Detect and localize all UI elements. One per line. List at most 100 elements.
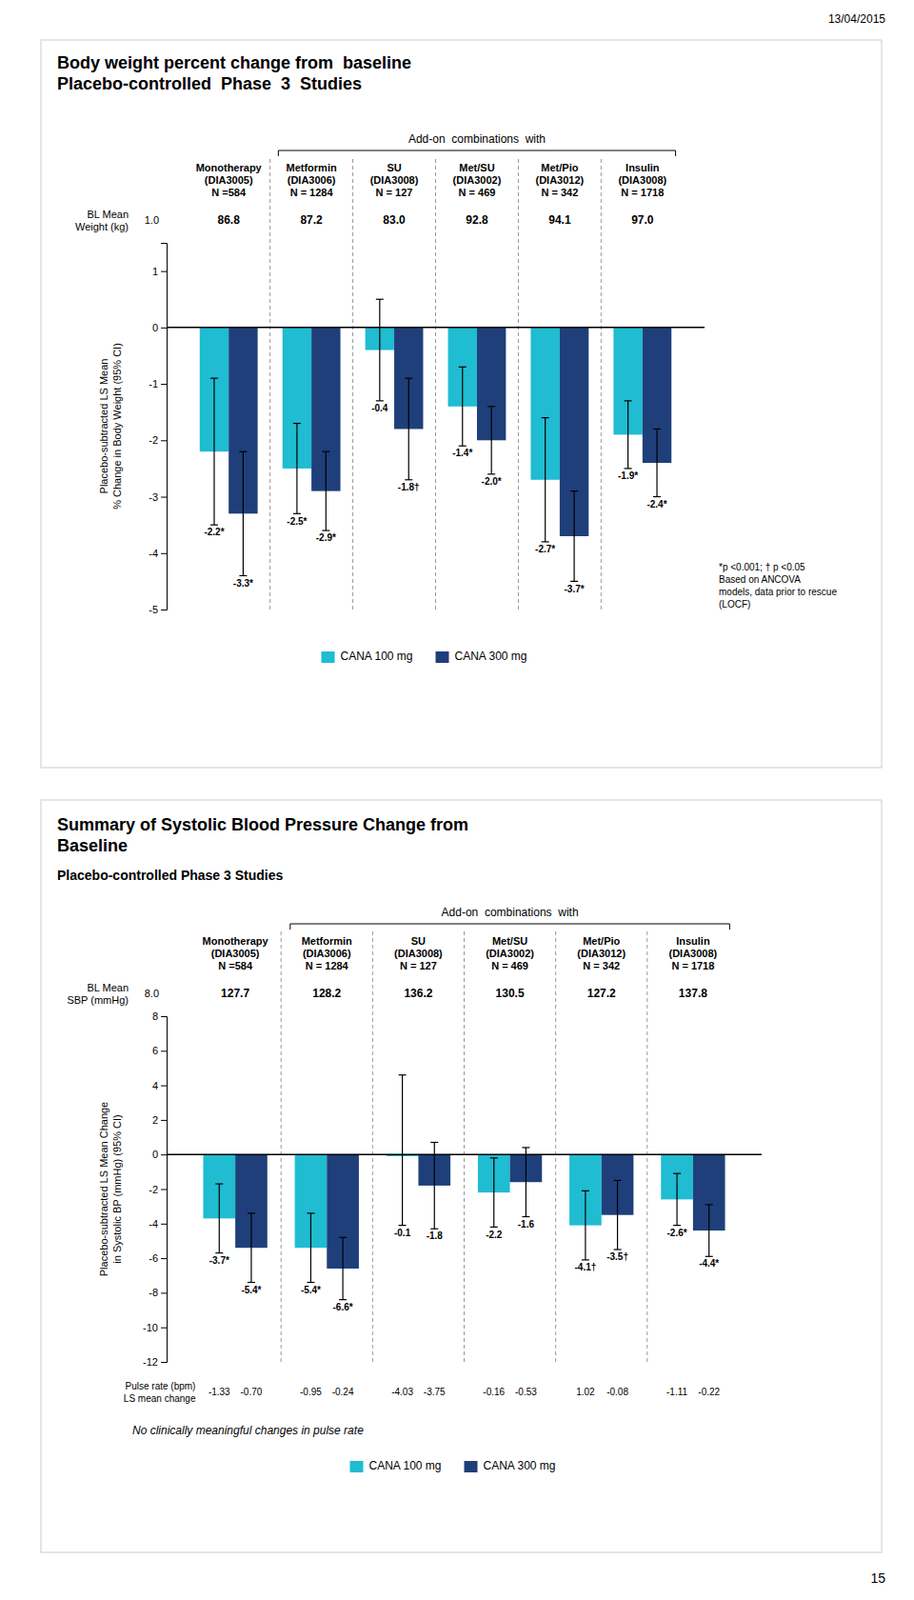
error-bar-cap xyxy=(238,451,247,453)
page-date: 13/04/2015 xyxy=(828,12,886,26)
error-bar-cap xyxy=(293,422,301,424)
pulse-value: -0.70 xyxy=(240,1386,263,1397)
error-bar-cap xyxy=(238,575,247,577)
baseline-value: 127.7 xyxy=(220,986,250,1000)
pulse-value-line: -0.95 xyxy=(299,1386,322,1397)
pulse-value-line: 1.02 xyxy=(576,1386,596,1397)
zero-line xyxy=(166,326,705,329)
group-separator xyxy=(352,157,354,610)
legend-swatch xyxy=(436,651,450,663)
bracket xyxy=(290,923,731,930)
error-bar-cap xyxy=(490,1226,498,1228)
y-tick-mark xyxy=(160,1361,167,1363)
error-bar-cap xyxy=(581,1190,590,1192)
pulse-value: -0.53 xyxy=(515,1386,537,1397)
error-bar xyxy=(705,1204,714,1256)
y-tick-mark xyxy=(160,1291,167,1293)
category-label: Metformin(DIA3006)N = 1284 xyxy=(286,161,338,199)
error-bar-cap xyxy=(570,490,578,492)
pulse-value: 1.02 xyxy=(576,1386,596,1397)
y-tick-mark xyxy=(160,609,167,611)
y-tick-label: 8 xyxy=(152,1010,159,1022)
plot-marks xyxy=(199,298,672,581)
y-axis: 86420-2-4-6-8-10-12 xyxy=(142,1010,167,1368)
error-bar xyxy=(624,400,633,469)
baseline-value-line: 130.5 xyxy=(496,986,525,1000)
error-bar xyxy=(490,1157,498,1228)
legend: CANA 100 mg CANA 300 mg xyxy=(350,1458,557,1472)
pulse-value-line: -0.22 xyxy=(697,1386,720,1397)
legend-label: CANA 300 mg xyxy=(483,1458,557,1472)
y-tick-label: -3 xyxy=(148,491,159,503)
baseline-value-line: 128.2 xyxy=(312,986,341,1000)
baseline-label-line: BL Mean xyxy=(86,207,129,219)
error-bar-cap xyxy=(521,1215,530,1217)
category-label: Met/Pio(DIA3012)N = 342 xyxy=(536,161,585,199)
legend-item: CANA 100 mg xyxy=(350,1458,442,1472)
category-label: Monotherapy(DIA3005)N =584 xyxy=(196,161,263,199)
error-bar-cap xyxy=(210,377,219,379)
data-label: -2.7* xyxy=(535,543,556,555)
legend-swatch xyxy=(464,1460,478,1472)
group-separator xyxy=(463,930,465,1362)
pulse-value: -4.03 xyxy=(391,1386,414,1397)
baseline-value: 128.2 xyxy=(312,986,341,1000)
page: Body weight percent change from baseline… xyxy=(0,0,914,1600)
category-label-line: Met/SU xyxy=(492,934,528,947)
y-tick: -3 xyxy=(148,491,167,503)
data-label: -2.2 xyxy=(485,1229,503,1240)
y-axis-line xyxy=(160,243,168,611)
error-bar-cap xyxy=(490,1156,498,1158)
bracket xyxy=(278,150,676,157)
category-label: SU(DIA3008)N = 127 xyxy=(394,934,443,972)
error-bar-cap xyxy=(487,473,496,475)
bracket-label-line: Add-on combinations with xyxy=(408,132,546,146)
y-tick-label: -2 xyxy=(148,434,159,446)
y-tick-mark xyxy=(160,1189,167,1191)
error-bar xyxy=(673,1172,681,1225)
error-bar xyxy=(338,1236,347,1299)
baseline-value: 137.8 xyxy=(678,986,708,1000)
baseline-value: 97.0 xyxy=(631,213,655,227)
y-tick-label: -4 xyxy=(148,1217,159,1230)
error-bar-stem xyxy=(616,1179,618,1250)
y-tick-mark xyxy=(160,383,167,385)
chart: Summary of Systolic Blood Pressure Chang… xyxy=(40,799,882,1552)
data-label: -2.5* xyxy=(286,516,307,527)
y-axis-title-line: Placebo-subtracted LS Mean Change xyxy=(98,1101,110,1276)
data-label: -1.4* xyxy=(452,447,473,458)
data-label: -0.1 xyxy=(394,1227,412,1238)
footnote-line: Based on ANCOVA xyxy=(718,574,801,585)
group-separators xyxy=(270,157,602,610)
page-date-line: 13/04/2015 xyxy=(828,12,886,26)
group-separator xyxy=(280,930,282,1362)
error-bar-stem xyxy=(401,1074,403,1226)
error-bar-cap xyxy=(653,496,661,497)
y-tick-mark xyxy=(160,1085,167,1087)
error-bar-cap xyxy=(398,1073,407,1075)
error-bar-cap xyxy=(321,451,330,453)
category-label-line: (DIA3006) xyxy=(287,174,337,186)
baseline-value-line: 83.0 xyxy=(382,213,406,227)
data-label: -4.1† xyxy=(575,1261,597,1272)
panel xyxy=(40,39,882,768)
y-tick: -8 xyxy=(148,1286,167,1298)
corner-label: 1.0 xyxy=(144,214,159,226)
group-separator xyxy=(646,930,648,1362)
y-tick-label: 4 xyxy=(152,1079,159,1092)
y-tick: 6 xyxy=(152,1044,167,1056)
baseline-value-line: 87.2 xyxy=(299,213,323,227)
error-bar-stem xyxy=(675,1172,677,1225)
error-bar-stem xyxy=(325,451,327,531)
error-bar-cap xyxy=(293,513,301,515)
pulse-value: -3.75 xyxy=(423,1386,446,1397)
corner-label-line: 8.0 xyxy=(144,987,159,999)
data-label: -1.9* xyxy=(617,470,638,481)
error-bar xyxy=(238,451,247,576)
y-tick: -2 xyxy=(148,434,167,446)
data-label: -4.4* xyxy=(698,1257,719,1269)
baseline-label: BL MeanWeight (kg) xyxy=(75,207,129,232)
y-tick-label: -2 xyxy=(148,1183,159,1195)
baseline-label-line: SBP (mmHg) xyxy=(66,993,129,1005)
pulse-value-line: -4.03 xyxy=(391,1386,414,1397)
